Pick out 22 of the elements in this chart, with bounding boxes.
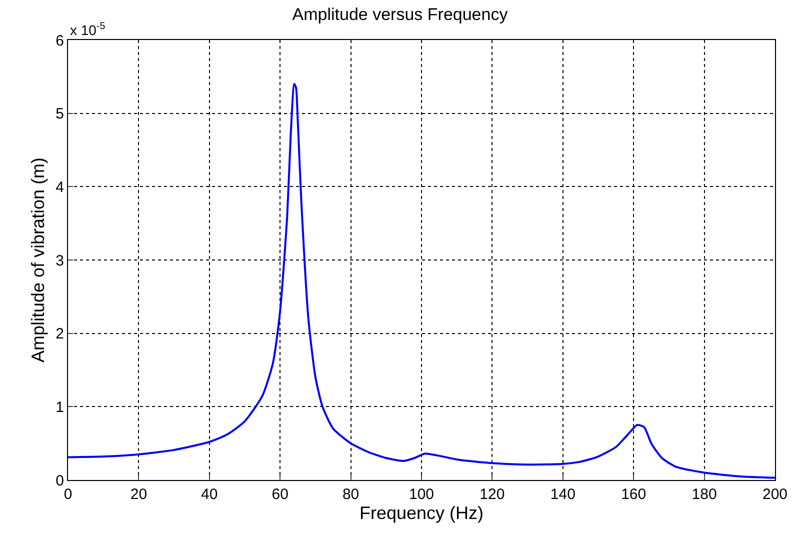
x-axis-title: Frequency (Hz) <box>359 503 484 524</box>
x-tick-label: 160 <box>621 486 646 503</box>
chart-title: Amplitude versus Frequency <box>292 4 508 24</box>
y-tick-label: 0 <box>56 472 64 490</box>
text: x 10$^{-5}$ <box>70 21 106 38</box>
x-tick-label: 180 <box>692 486 717 503</box>
y-tick-label: 5 <box>56 106 64 123</box>
x-tick-label: 140 <box>550 486 576 503</box>
y-tick-label: 4 <box>56 178 64 196</box>
y-tick-label: 6 <box>56 32 64 50</box>
x-tick-label: 20 <box>130 486 148 503</box>
y-tick-label: 1 <box>56 398 64 416</box>
y-tick-label: 3 <box>56 252 64 270</box>
x-tick-label: 120 <box>480 486 505 503</box>
y-axis-title: Amplitude of vibration (m) <box>28 157 48 363</box>
y-tick-label: 2 <box>56 326 64 343</box>
x-tick-label: 60 <box>272 486 288 503</box>
x-tick-label: 100 <box>408 486 434 503</box>
x-tick-label: 40 <box>201 486 218 503</box>
line-series <box>68 83 775 479</box>
x-tick-label: 200 <box>762 486 788 503</box>
x-tick-label: 80 <box>342 486 360 503</box>
